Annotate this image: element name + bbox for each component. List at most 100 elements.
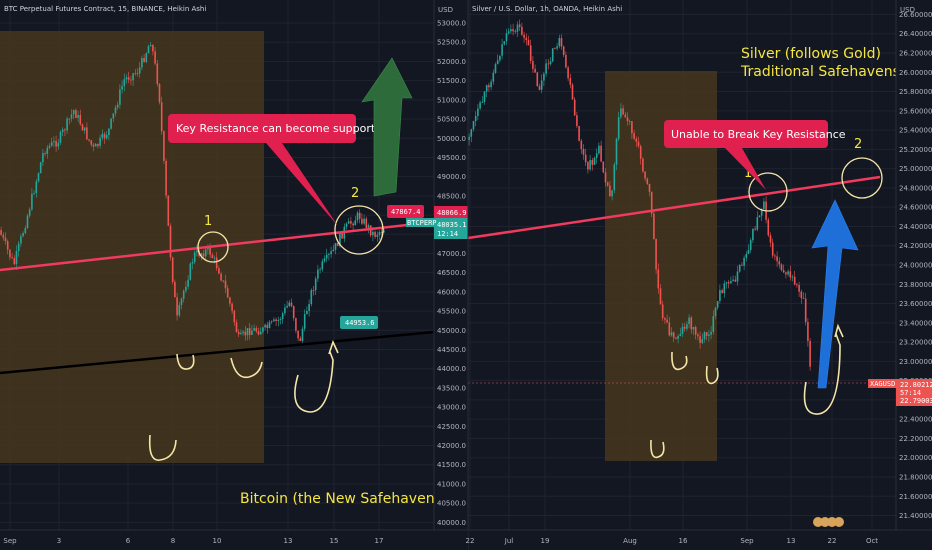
- silver-caption-line2: Traditional Safehavens: [740, 64, 900, 80]
- y-tick-label: 40000.0: [437, 519, 466, 527]
- y-tick-label: 51000.0: [437, 96, 466, 104]
- btc-time-axis[interactable]: Sep 3 6 8 10 13 15 17: [0, 529, 468, 550]
- x-tick-label: 10: [213, 537, 222, 545]
- btc-bullish-arrow: [361, 57, 413, 197]
- silver-marker-1: 1: [744, 166, 752, 181]
- y-tick-label: 23.20000: [899, 339, 932, 347]
- silver-bounce-curve-3: [650, 439, 665, 459]
- y-tick-label: 24.20000: [899, 242, 932, 250]
- y-tick-label: 22.00000: [899, 454, 932, 462]
- btc-price-axis[interactable]: USD 53000.0 52500.0 52000.0 51500.0 51000.0 5…: [406, 0, 468, 530]
- svg-text:48035.1: 48035.1: [437, 221, 467, 229]
- btc-support-line[interactable]: [0, 330, 435, 375]
- y-tick-label: 43500.0: [437, 384, 466, 392]
- y-tick-label: 22.20000: [899, 435, 932, 443]
- btc-bounce-curve-2: [230, 357, 263, 379]
- silver-resistance-line[interactable]: [467, 175, 881, 240]
- silver-bounce-curve-1: [671, 351, 688, 371]
- y-tick-label: 25.60000: [899, 107, 932, 115]
- y-tick-label: 52500.0: [437, 39, 466, 47]
- y-tick-label: 47000.0: [437, 250, 466, 258]
- silver-target-circle-2: [841, 157, 883, 199]
- btc-axis-unit: USD: [438, 6, 453, 14]
- svg-text:22.80212: 22.80212: [900, 381, 932, 389]
- btc-axis-price-tags: 48066.9 48035.1 12:14 BTCPERP: [406, 206, 468, 239]
- y-tick-label: 22.40000: [899, 416, 932, 424]
- x-tick-label: 13: [284, 537, 293, 545]
- silver-chart-title: Silver / U.S. Dollar, 1h, OANDA, Heikin …: [472, 5, 622, 13]
- y-tick-label: 41500.0: [437, 461, 466, 469]
- y-tick-label: 23.40000: [899, 319, 932, 327]
- y-tick-label: 48500.0: [437, 192, 466, 200]
- replay-controls-icon[interactable]: [813, 517, 844, 527]
- silver-rejection-circle-1: [748, 172, 788, 212]
- y-tick-label: 24.00000: [899, 262, 932, 270]
- y-tick-label: 46500.0: [437, 269, 466, 277]
- y-tick-label: 42000.0: [437, 442, 466, 450]
- svg-text:48066.9: 48066.9: [437, 209, 467, 217]
- y-tick-label: 44000.0: [437, 365, 466, 373]
- y-tick-label: 41000.0: [437, 480, 466, 488]
- y-tick-label: 50500.0: [437, 116, 466, 124]
- y-tick-label: 49000.0: [437, 173, 466, 181]
- y-tick-label: 46000.0: [437, 288, 466, 296]
- svg-text:XAGUSD: XAGUSD: [870, 380, 895, 388]
- x-tick-label: 17: [375, 537, 384, 545]
- y-tick-label: 45000.0: [437, 327, 466, 335]
- btc-chart-title: BTC Perpetual Futures Contract, 15, BINA…: [4, 5, 206, 13]
- x-tick-label: Sep: [3, 537, 17, 545]
- y-tick-label: 44500.0: [437, 346, 466, 354]
- y-tick-label: 25.20000: [899, 146, 932, 154]
- x-tick-label: 22: [828, 537, 837, 545]
- y-tick-label: 52000.0: [437, 58, 466, 66]
- btc-support-tag: 44953.6: [340, 316, 378, 329]
- btc-chart-pane[interactable]: 1 2 Key Resistance can become support 44…: [0, 0, 440, 530]
- silver-candles: [468, 19, 811, 371]
- svg-text:BTCPERP: BTCPERP: [407, 219, 437, 227]
- btc-price-tags: 47867.4: [387, 205, 424, 218]
- y-tick-label: 23.60000: [899, 300, 932, 308]
- y-tick-label: 26.40000: [899, 30, 932, 38]
- y-tick-label: 50000.0: [437, 135, 466, 143]
- x-tick-label: 22: [466, 537, 475, 545]
- x-tick-label: Jul: [504, 537, 514, 545]
- x-tick-label: 8: [171, 537, 175, 545]
- y-tick-label: 26.20000: [899, 50, 932, 58]
- x-tick-label: 6: [126, 537, 131, 545]
- svg-text:44953.6: 44953.6: [345, 319, 375, 327]
- btc-marker-1: 1: [204, 214, 212, 229]
- y-tick-label: 24.40000: [899, 223, 932, 231]
- x-tick-label: 13: [787, 537, 796, 545]
- y-tick-label: 23.00000: [899, 358, 932, 366]
- svg-text:47867.4: 47867.4: [391, 208, 421, 216]
- btc-resistance-line[interactable]: [0, 220, 435, 272]
- silver-chart-pane[interactable]: 1 2 Unable to Break Key Resistance Silve…: [467, 0, 900, 530]
- svg-text:22.79003: 22.79003: [900, 397, 932, 405]
- x-tick-label: Sep: [740, 537, 754, 545]
- silver-bullish-arrow: [811, 199, 859, 389]
- y-tick-label: 24.60000: [899, 204, 932, 212]
- y-tick-label: 45500.0: [437, 308, 466, 316]
- silver-price-axis[interactable]: USD 26.60000 26.40000 26.20000 26.00000 25.8…: [868, 0, 932, 530]
- x-tick-label: 19: [541, 537, 550, 545]
- y-tick-label: 26.00000: [899, 69, 932, 77]
- svg-text:57:14: 57:14: [900, 389, 921, 397]
- silver-callout-text: Unable to Break Key Resistance: [671, 128, 846, 141]
- y-tick-label: 21.80000: [899, 474, 932, 482]
- silver-marker-2: 2: [854, 137, 862, 152]
- btc-bounce-curve-4: [294, 339, 339, 413]
- silver-axis-price-tags: XAGUSD 22.80212 57:14 22.79003: [868, 379, 932, 406]
- x-tick-label: 3: [57, 537, 61, 545]
- btc-bounce-curve-1: [176, 353, 195, 370]
- x-tick-label: Oct: [866, 537, 878, 545]
- btc-caption: Bitcoin (the New Safehaven): [240, 491, 440, 507]
- btc-consolidation-box: [0, 31, 264, 463]
- y-tick-label: 25.00000: [899, 165, 932, 173]
- y-tick-label: 25.40000: [899, 127, 932, 135]
- btc-candles: [0, 42, 385, 345]
- silver-time-axis[interactable]: 22 Jul 19 Aug 16 Sep 13 22 Oct: [466, 529, 932, 550]
- y-tick-label: 43000.0: [437, 404, 466, 412]
- y-tick-label: 51500.0: [437, 77, 466, 85]
- x-tick-label: 16: [679, 537, 688, 545]
